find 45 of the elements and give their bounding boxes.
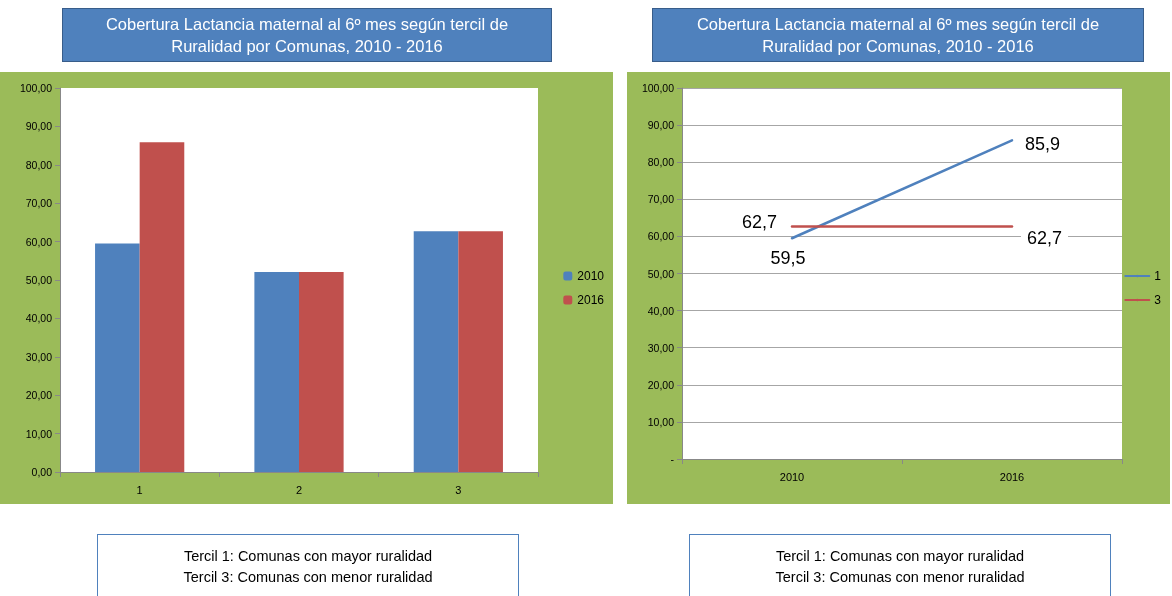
y-tick-label: 40,00: [25, 312, 53, 325]
y-tick-label: 80,00: [647, 156, 675, 169]
y-tick-label: 70,00: [25, 197, 53, 210]
y-tick-label: 100,00: [641, 82, 675, 94]
x-tick-label: 2: [295, 483, 303, 496]
chart-title: Cobertura Lactancia maternal al 6º mes según tercil de Ruralidad por Comunas, 2010 - 2016: [652, 8, 1144, 62]
bar: [458, 231, 503, 472]
chart-title: Cobertura Lactancia maternal al 6º mes según tercil de Ruralidad por Comunas, 2010 - 2016: [62, 8, 552, 62]
y-tick-label: 10,00: [25, 427, 53, 440]
y-tick-label: 60,00: [25, 235, 53, 248]
y-tick-label: 40,00: [647, 304, 675, 317]
y-tick-label: 70,00: [647, 193, 675, 206]
text: Tercil 1: Comunas con mayor ruralidad: [183, 548, 433, 564]
bar: [139, 142, 185, 472]
bar: [95, 243, 140, 472]
y-tick-label: 10,00: [647, 415, 675, 428]
legend-label: 1: [1154, 269, 1162, 283]
x-tick-label: 3: [455, 483, 462, 496]
data-label: 62,7: [1027, 228, 1063, 249]
bar: [413, 231, 459, 472]
text: Tercil 3: Comunas con menor ruralidad: [775, 569, 1025, 585]
y-tick-label: 90,00: [25, 120, 53, 133]
data-label: 85,9: [1025, 134, 1061, 155]
y-tick-label: 20,00: [647, 378, 675, 391]
y-tick-label: 30,00: [647, 341, 675, 354]
y-tick-label: 90,00: [647, 119, 675, 132]
text: Tercil 3: Comunas con menor ruralidad: [183, 569, 433, 585]
legend-label: 2016: [577, 293, 605, 307]
legend-label: 3: [1154, 293, 1162, 307]
y-tick-label: 0,00: [31, 466, 53, 478]
y-tick-label: -: [670, 453, 675, 465]
data-label: 59,5: [770, 248, 806, 269]
text: Tercil 1: Comunas con mayor ruralidad: [775, 548, 1025, 564]
legend-label: 2010: [577, 269, 605, 283]
y-tick-label: 60,00: [647, 230, 675, 243]
bar: [299, 271, 344, 472]
y-tick-label: 100,00: [19, 82, 53, 94]
y-tick-label: 50,00: [647, 267, 675, 280]
y-tick-label: 30,00: [25, 350, 53, 363]
bar: [254, 271, 299, 472]
x-tick-label: 1: [136, 483, 143, 496]
y-tick-label: 20,00: [25, 389, 53, 402]
y-tick-label: 50,00: [25, 274, 53, 286]
data-label: 62,7: [741, 212, 777, 233]
y-tick-label: 80,00: [25, 158, 53, 171]
